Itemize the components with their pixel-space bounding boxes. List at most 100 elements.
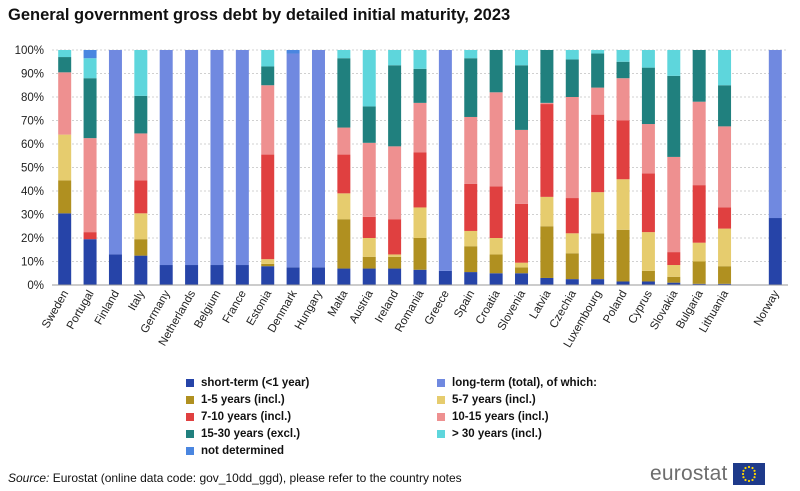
bar-segment-slovenia-y30p: [515, 50, 529, 66]
source-label: Source:: [8, 471, 50, 485]
legend-label: short-term (<1 year): [201, 377, 310, 389]
bar-segment-luxembourg-y7_10: [591, 114, 605, 193]
x-tick-label: Ireland: [373, 289, 401, 325]
legend-swatch: [437, 430, 445, 438]
bar-segment-malta-y15_30: [337, 58, 351, 128]
bar-segment-slovenia-short: [515, 273, 529, 285]
bar-segment-latvia-y15_30: [540, 50, 554, 103]
y-tick-label: 80%: [21, 92, 44, 104]
legend-label: 7-10 years (incl.): [201, 411, 292, 423]
bar-segment-czechia-y10_15: [565, 97, 579, 199]
bar-segment-luxembourg-y1_5: [591, 233, 605, 280]
x-tick-label: Finland: [93, 289, 122, 328]
bar-segment-cyprus-y7_10: [641, 173, 655, 233]
bar-segment-estonia-y7_10: [261, 154, 275, 260]
bar-segment-lithuania-y5_7: [718, 228, 732, 267]
bar-segment-spain-y5_7: [464, 230, 478, 247]
legend-item-y15_30: 15-30 years (excl.): [186, 428, 300, 440]
bar-segment-czechia-y30p: [565, 50, 579, 60]
bar-segment-croatia-y15_30: [489, 50, 503, 93]
bar-segment-bulgaria-y15_30: [692, 50, 706, 102]
bar-segment-latvia-y5_7: [540, 196, 554, 227]
bar-segment-sweden-short: [58, 213, 72, 285]
legend-item-y10_15: 10-15 years (incl.): [437, 411, 549, 423]
x-tick-label: Greece: [423, 289, 452, 328]
bar-segment-ireland-y15_30: [388, 65, 402, 147]
legend-label: 1-5 years (incl.): [201, 394, 285, 406]
bar-segment-spain-short: [464, 272, 478, 285]
bar-segment-romania-y30p: [413, 50, 427, 69]
bar-segment-lithuania-y1_5: [718, 266, 732, 284]
bar-segment-cyprus-y15_30: [641, 67, 655, 125]
bar-segment-malta-y7_10: [337, 154, 351, 194]
bar-segment-slovakia-y15_30: [667, 75, 681, 157]
bar-segment-croatia-y10_15: [489, 92, 503, 187]
bar-segment-slovenia-y5_7: [515, 262, 529, 268]
bar-segment-denmark-nd: [286, 50, 300, 54]
bar-segment-cyprus-y5_7: [641, 232, 655, 271]
legend-label: > 30 years (incl.): [452, 428, 542, 440]
bar-segment-norway-long_total: [768, 50, 782, 219]
bar-segment-finland-short: [108, 254, 122, 285]
bar-segment-hungary-short: [311, 267, 325, 285]
legend-swatch: [186, 379, 194, 387]
bar-segment-ireland-short: [388, 268, 402, 285]
x-tick-label: Italy: [126, 288, 147, 312]
bar-segment-luxembourg-short: [591, 279, 605, 285]
bar-segment-spain-y10_15: [464, 116, 478, 184]
bar-segment-poland-y15_30: [616, 61, 630, 79]
bar-segment-slovakia-short: [667, 282, 681, 285]
bar-segment-bulgaria-y5_7: [692, 242, 706, 262]
bar-segment-sweden-y30p: [58, 50, 72, 58]
bar-segment-sweden-y1_5: [58, 180, 72, 214]
bar-segment-malta-y30p: [337, 50, 351, 59]
y-tick-label: 60%: [21, 139, 44, 151]
bar-segment-portugal-y30p: [83, 58, 97, 79]
bar-segment-croatia-y7_10: [489, 186, 503, 238]
legend-swatch: [186, 413, 194, 421]
bar-segment-austria-y7_10: [362, 216, 376, 238]
bar-segment-estonia-y1_5: [261, 263, 275, 267]
bar-segment-spain-y15_30: [464, 58, 478, 117]
bar-segment-austria-y5_7: [362, 238, 376, 257]
bar-segment-slovenia-y10_15: [515, 129, 529, 204]
bar-segment-romania-y10_15: [413, 102, 427, 153]
source-text: Eurostat (online data code: gov_10dd_ggd…: [49, 471, 462, 485]
bar-segment-italy-y30p: [134, 50, 148, 96]
bar-segment-portugal-y15_30: [83, 78, 97, 139]
bar-segment-lithuania-y30p: [718, 50, 732, 86]
bar-segment-spain-y1_5: [464, 246, 478, 273]
bar-segment-luxembourg-y15_30: [591, 53, 605, 88]
y-tick-label: 70%: [21, 116, 44, 128]
bar-segment-estonia-short: [261, 266, 275, 285]
bar-segment-france-short: [235, 265, 249, 285]
y-tick-label: 10%: [21, 257, 44, 269]
legend-label: 15-30 years (excl.): [201, 428, 301, 440]
bar-segment-latvia-y1_5: [540, 226, 554, 278]
bar-segment-estonia-y5_7: [261, 259, 275, 264]
bar-segment-austria-y10_15: [362, 142, 376, 217]
bar-segment-portugal-y10_15: [83, 138, 97, 233]
bar-segment-slovakia-y10_15: [667, 156, 681, 253]
legend-item-y1_5: 1-5 years (incl.): [186, 394, 285, 406]
bar-segment-romania-short: [413, 269, 427, 285]
legend-swatch: [186, 447, 194, 455]
bar-segment-estonia-y30p: [261, 50, 275, 67]
bar-segment-poland-y30p: [616, 50, 630, 62]
bar-segment-estonia-y10_15: [261, 85, 275, 155]
source-note: Source: Eurostat (online data code: gov_…: [8, 471, 462, 485]
legend-item-y30p: > 30 years (incl.): [437, 428, 542, 440]
x-tick-label: Malta: [326, 288, 351, 319]
bar-segment-croatia-y5_7: [489, 238, 503, 255]
bar-segment-slovakia-y5_7: [667, 265, 681, 277]
bar-segment-malta-y1_5: [337, 219, 351, 269]
bar-segment-luxembourg-y5_7: [591, 192, 605, 234]
bar-segment-latvia-y7_10: [540, 104, 554, 197]
bar-segment-ireland-y7_10: [388, 219, 402, 255]
bar-segment-cyprus-y10_15: [641, 124, 655, 174]
bar-segment-spain-y30p: [464, 50, 478, 59]
legend-swatch: [186, 396, 194, 404]
bar-segment-slovenia-y1_5: [515, 267, 529, 274]
legend-item-long_total: long-term (total), of which:: [437, 377, 597, 389]
bar-segment-portugal-short: [83, 239, 97, 285]
